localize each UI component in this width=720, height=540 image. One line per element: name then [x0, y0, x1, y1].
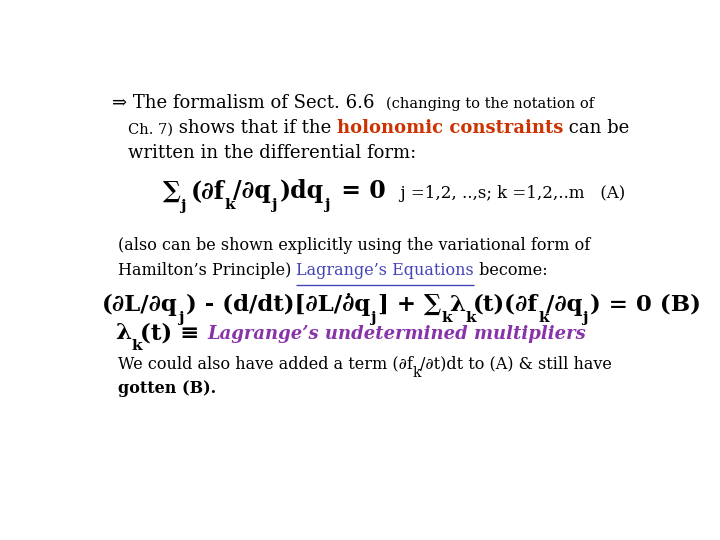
Text: ] + ∑: ] + ∑: [378, 294, 441, 316]
Text: k: k: [465, 310, 476, 325]
Text: can be: can be: [563, 119, 629, 137]
Text: k: k: [224, 199, 235, 213]
Text: ) = 0 (B): ) = 0 (B): [590, 294, 701, 316]
Text: j: j: [324, 199, 330, 213]
Text: Hamilton’s Principle): Hamilton’s Principle): [118, 262, 297, 279]
Text: j: j: [271, 199, 276, 213]
Text: (changing to the notation of: (changing to the notation of: [387, 97, 595, 111]
Text: j =1,2, ..,s; k =1,2,..m   (A): j =1,2, ..,s; k =1,2,..m (A): [390, 185, 626, 202]
Text: gotten (B).: gotten (B).: [118, 380, 216, 397]
Text: j: j: [180, 199, 186, 213]
Text: λ: λ: [108, 322, 132, 344]
Text: Lagrange’s Equations: Lagrange’s Equations: [297, 262, 474, 279]
Text: /∂q: /∂q: [233, 179, 271, 203]
Text: We could also have added a term (∂f: We could also have added a term (∂f: [118, 355, 413, 373]
Text: j: j: [178, 310, 184, 325]
Text: become:: become:: [474, 262, 548, 279]
Text: written in the differential form:: written in the differential form:: [128, 144, 416, 163]
Text: (also can be shown explicitly using the variational form of: (also can be shown explicitly using the …: [118, 237, 590, 254]
Text: (t)(∂f: (t)(∂f: [473, 294, 538, 316]
Text: (t) ≡: (t) ≡: [140, 322, 207, 344]
Text: k: k: [441, 310, 451, 325]
Text: shows that if the: shows that if the: [173, 119, 337, 137]
Text: ) - (d/dt)[∂L/∂̇q: ) - (d/dt)[∂L/∂̇q: [186, 293, 370, 316]
Text: Ch. 7): Ch. 7): [128, 123, 173, 137]
Text: λ: λ: [449, 294, 465, 316]
Text: j: j: [370, 310, 376, 325]
Text: k: k: [538, 310, 549, 325]
Text: )dq: )dq: [280, 179, 324, 203]
Text: k: k: [132, 339, 143, 353]
Text: ⇒ The formalism of Sect. 6.6: ⇒ The formalism of Sect. 6.6: [112, 94, 387, 112]
Text: k: k: [413, 366, 421, 380]
Text: /∂q: /∂q: [546, 294, 582, 316]
Text: holonomic constraints: holonomic constraints: [337, 119, 563, 137]
Text: (∂L/∂q: (∂L/∂q: [102, 294, 178, 316]
Text: j: j: [582, 310, 588, 325]
Text: ∑: ∑: [163, 179, 180, 203]
Text: (∂f: (∂f: [190, 179, 224, 203]
Text: /∂t)dt to (A) & still have: /∂t)dt to (A) & still have: [420, 355, 612, 373]
Text: = 0: = 0: [333, 179, 386, 203]
Text: Lagrange’s undetermined multipliers: Lagrange’s undetermined multipliers: [207, 325, 586, 343]
